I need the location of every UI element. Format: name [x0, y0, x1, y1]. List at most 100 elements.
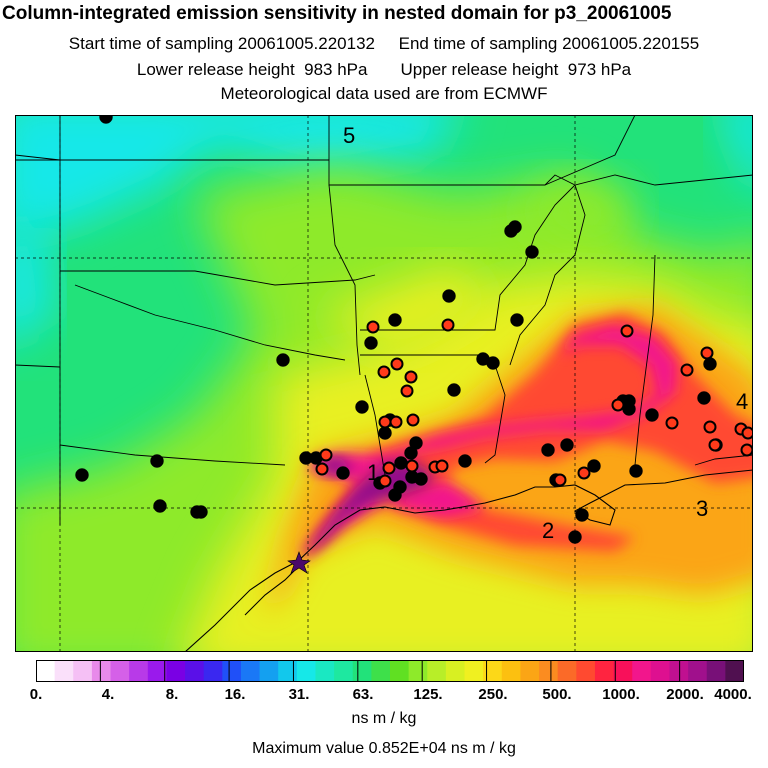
- site-marker-black: [414, 472, 428, 486]
- colorbar-label: 63.: [352, 686, 374, 703]
- site-marker-black: [194, 505, 208, 519]
- colorbar-cell: [725, 660, 744, 682]
- release-point: [287, 551, 311, 574]
- colorbar-cell: [73, 660, 93, 682]
- site-marker-red: [708, 438, 722, 452]
- met-data-line: Meteorological data used are from ECMWF: [220, 84, 548, 103]
- colorbar-cell: [110, 660, 130, 682]
- site-marker-red: [390, 357, 404, 371]
- colorbar-cell: [278, 660, 298, 682]
- region-label-1: 1: [367, 460, 379, 485]
- colorbar-cell: [576, 660, 596, 682]
- site-marker-red: [703, 420, 717, 434]
- colorbar-label: 125.: [413, 686, 443, 703]
- region-label-2: 2: [542, 518, 554, 543]
- site-marker-red: [553, 473, 567, 487]
- site-marker-black: [697, 391, 711, 405]
- site-marker-red: [611, 398, 625, 412]
- site-marker-black: [442, 289, 456, 303]
- release-height-line: Lower release height 983 hPa Upper relea…: [136, 60, 632, 79]
- site-marker-black: [388, 488, 402, 502]
- colorbar-label: 1000.: [602, 686, 640, 703]
- site-marker-black: [75, 468, 89, 482]
- colorbar-cell: [427, 660, 447, 682]
- site-marker-red: [700, 346, 714, 360]
- site-marker-black: [99, 115, 113, 124]
- site-marker-black: [575, 508, 589, 522]
- emission-sensitivity-map: 1 2 3 4 5: [15, 115, 753, 652]
- site-marker-black: [276, 353, 290, 367]
- colorbar-label: 500.: [542, 686, 572, 703]
- site-marker-black: [355, 400, 369, 414]
- site-marker-red: [377, 365, 391, 379]
- colorbar-cell: [520, 660, 540, 682]
- colorbar-cell: [129, 660, 149, 682]
- site-marker-red: [741, 426, 753, 440]
- colorbar-cell: [147, 660, 167, 682]
- maximum-value: Maximum value 0.852E+04 ns m / kg: [252, 740, 516, 757]
- site-marker-black: [458, 454, 472, 468]
- colorbar-label: 8.: [165, 686, 179, 703]
- colorbar-unit: ns m / kg: [351, 710, 417, 727]
- site-marker-red: [406, 413, 420, 427]
- site-marker-red: [319, 448, 333, 462]
- colorbar-cell: [650, 660, 670, 682]
- site-marker-red: [366, 320, 380, 334]
- site-marker-black: [150, 454, 164, 468]
- site-marker-red: [389, 415, 403, 429]
- site-marker-red: [400, 384, 414, 398]
- colorbar-cell: [166, 660, 186, 682]
- figure-title: Column-integrated emission sensitivity i…: [2, 3, 672, 24]
- colorbar-cell: [259, 660, 279, 682]
- site-marker-red: [404, 370, 418, 384]
- site-marker-red: [441, 318, 455, 332]
- region-label-4: 4: [736, 389, 748, 414]
- site-marker-red: [665, 416, 679, 430]
- region-label-3: 3: [696, 496, 708, 521]
- colorbar-cell: [36, 660, 56, 682]
- colorbar: [36, 660, 744, 682]
- site-marker-red: [382, 461, 396, 475]
- colorbar-cell: [222, 660, 242, 682]
- site-marker-black: [703, 357, 717, 371]
- site-marker-red: [577, 466, 591, 480]
- site-marker-black: [629, 464, 643, 478]
- site-marker-black: [541, 443, 555, 457]
- region-labels: 1 2 3 4 5: [343, 123, 748, 543]
- colorbar-label: 4.: [101, 686, 115, 703]
- site-marker-red: [620, 324, 634, 338]
- colorbar-cell: [240, 660, 261, 682]
- colorbar-cell: [91, 660, 112, 682]
- measurement-sites: [75, 115, 753, 544]
- colorbar-cell: [185, 660, 205, 682]
- site-marker-red: [315, 462, 329, 476]
- region-label-5: 5: [343, 123, 355, 148]
- site-marker-red: [740, 443, 753, 457]
- sensitivity-field: [15, 115, 753, 652]
- site-marker-black: [388, 313, 402, 327]
- colorbar-cell: [557, 660, 577, 682]
- colorbar-cell: [203, 660, 223, 682]
- colorbar-cell: [483, 660, 503, 682]
- site-marker-black: [394, 456, 408, 470]
- colorbar-label: 250.: [478, 686, 508, 703]
- site-marker-black: [504, 224, 518, 238]
- colorbar-cell: [54, 660, 74, 682]
- colorbar-cell: [688, 660, 708, 682]
- colorbar-label: 16.: [224, 686, 246, 703]
- colorbar-cell: [334, 660, 354, 682]
- site-marker-red: [378, 415, 392, 429]
- site-marker-black: [510, 313, 524, 327]
- colorbar-cell: [539, 660, 559, 682]
- colorbar-cell: [315, 660, 335, 682]
- colorbar-cell: [464, 660, 484, 682]
- colorbar-cell: [371, 660, 391, 682]
- site-marker-black: [525, 245, 539, 259]
- colorbar-label: 31.: [288, 686, 310, 703]
- grid-lines: [15, 115, 753, 652]
- site-marker-red: [435, 459, 449, 473]
- site-marker-red: [405, 459, 419, 473]
- colorbar-cell: [408, 660, 428, 682]
- site-marker-black: [560, 438, 574, 452]
- colorbar-label: 0.: [29, 686, 43, 703]
